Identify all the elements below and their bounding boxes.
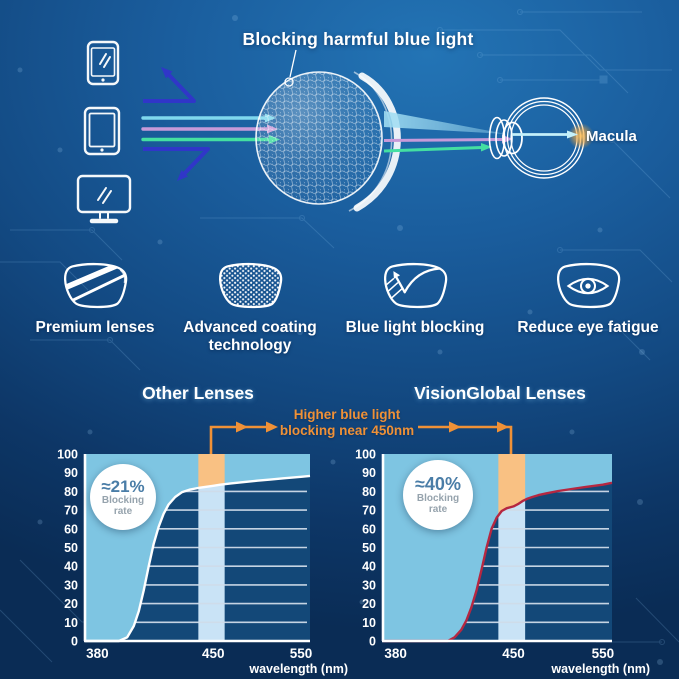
feature-label: Premium lenses: [35, 319, 155, 336]
x-tick-label: 550: [592, 646, 615, 661]
eye-diagram: [488, 97, 585, 179]
light-to-macula-arrow: [512, 130, 578, 139]
x-axis-title: wavelength (nm): [248, 662, 348, 676]
below-curve-layer: [86, 475, 307, 641]
feature-blue-light-blocking: Blue light blocking: [340, 260, 490, 337]
x-tick-label: 380: [384, 646, 407, 661]
premium-lenses-icon: [64, 262, 128, 309]
x-tick-label: 450: [502, 646, 525, 661]
blocking-rate-value: ≈40%: [415, 474, 461, 494]
y-tick-label: 0: [71, 635, 78, 649]
blocking-rate-label: Blocking: [416, 493, 460, 504]
y-tick-label: 30: [362, 578, 376, 592]
y-tick-label: 60: [362, 522, 376, 536]
feature-label: Reduce eye fatigue: [517, 319, 659, 336]
blocking-rate-label: rate: [113, 505, 133, 517]
y-tick-label: 10: [362, 616, 376, 630]
visionglobal-lenses-chart: 0 10 20 30 40 50 60 70 80 90 100 380 450 550wavelengt…: [355, 448, 650, 677]
blue-light-blocking-icon: [384, 262, 448, 309]
y-tick-label: 60: [64, 522, 78, 536]
y-tick-label: 80: [362, 485, 376, 499]
y-tick-label: 90: [362, 466, 376, 480]
x-tick-label: 450: [202, 646, 225, 661]
y-tick-label: 70: [362, 504, 376, 518]
blocking-rate-label: rate: [428, 503, 448, 515]
blue-light-blocking-diagram: [76, 40, 594, 224]
y-tick-label: 90: [64, 466, 78, 480]
y-tick-label: 50: [362, 541, 376, 555]
feature-reduce-eye-fatigue: Reduce eye fatigue: [513, 260, 663, 337]
x-tick-label: 550: [290, 646, 313, 661]
reduce-eye-fatigue-icon: [557, 262, 621, 309]
y-tick-label: 40: [362, 560, 376, 574]
eye-glyph: [566, 277, 610, 295]
y-tick-label: 30: [64, 578, 78, 592]
blocking-rate-curve: [85, 474, 311, 643]
smartphone-icon: [86, 40, 120, 86]
x-tick-label: 380: [86, 646, 109, 661]
advanced-coating-icon: [219, 262, 283, 309]
y-tick-label: 10: [64, 616, 78, 630]
tablet-icon: [83, 106, 121, 156]
feature-label: Blue light blocking: [345, 319, 485, 336]
y-tick-label: 50: [64, 541, 78, 555]
right-blocking-rate-badge: ≈40% Blocking rate: [403, 460, 473, 530]
y-tick-label: 80: [64, 485, 78, 499]
title-leader-line: [284, 49, 297, 87]
feature-premium-lenses: Premium lenses: [20, 260, 170, 337]
left-blocking-rate-badge: ≈21% Blocking rate: [90, 464, 156, 530]
y-tick-label: 40: [64, 560, 78, 574]
cornea-lens: [488, 116, 523, 160]
feature-advanced-coating: Advanced coating technology: [175, 260, 325, 355]
transmitted-beam: [383, 111, 513, 153]
annotation-line2: blocking near 450nm: [279, 423, 415, 438]
450nm-band: [198, 475, 225, 641]
blocking-rate-curve: [383, 481, 613, 643]
y-tick-label: 20: [64, 597, 78, 611]
coated-lens: [255, 71, 401, 212]
monitor-icon: [76, 174, 132, 224]
reflected-blue-light-arrow-top: [143, 67, 196, 103]
annotation-text: Higher blue light blocking near 450nm: [262, 407, 432, 439]
reflected-blue-light-arrow-bottom: [143, 147, 210, 181]
blocking-rate-label: Blocking: [101, 495, 145, 506]
y-tick-label: 100: [355, 448, 376, 462]
y-tick-label: 20: [362, 597, 376, 611]
blocking-rate-value: ≈21%: [101, 477, 145, 496]
y-tick-label: 70: [64, 504, 78, 518]
feature-label: Advanced coating technology: [183, 319, 317, 354]
diagram-title: Blocking harmful blue light: [242, 29, 474, 49]
macula-glow: [568, 123, 594, 149]
x-axis-title: wavelength (nm): [550, 662, 650, 676]
left-chart-title: Other Lenses: [142, 383, 254, 403]
macula-label: Macula: [586, 128, 637, 145]
annotation-line1: Higher blue light: [293, 407, 401, 422]
y-tick-label: 0: [369, 635, 376, 649]
y-tick-label: 100: [57, 448, 78, 462]
right-chart-title: VisionGlobal Lenses: [414, 383, 586, 403]
other-lenses-chart: 0 10 20 30 40 50 60 70 80 90 100 380 450 550wavelengt…: [57, 448, 348, 677]
